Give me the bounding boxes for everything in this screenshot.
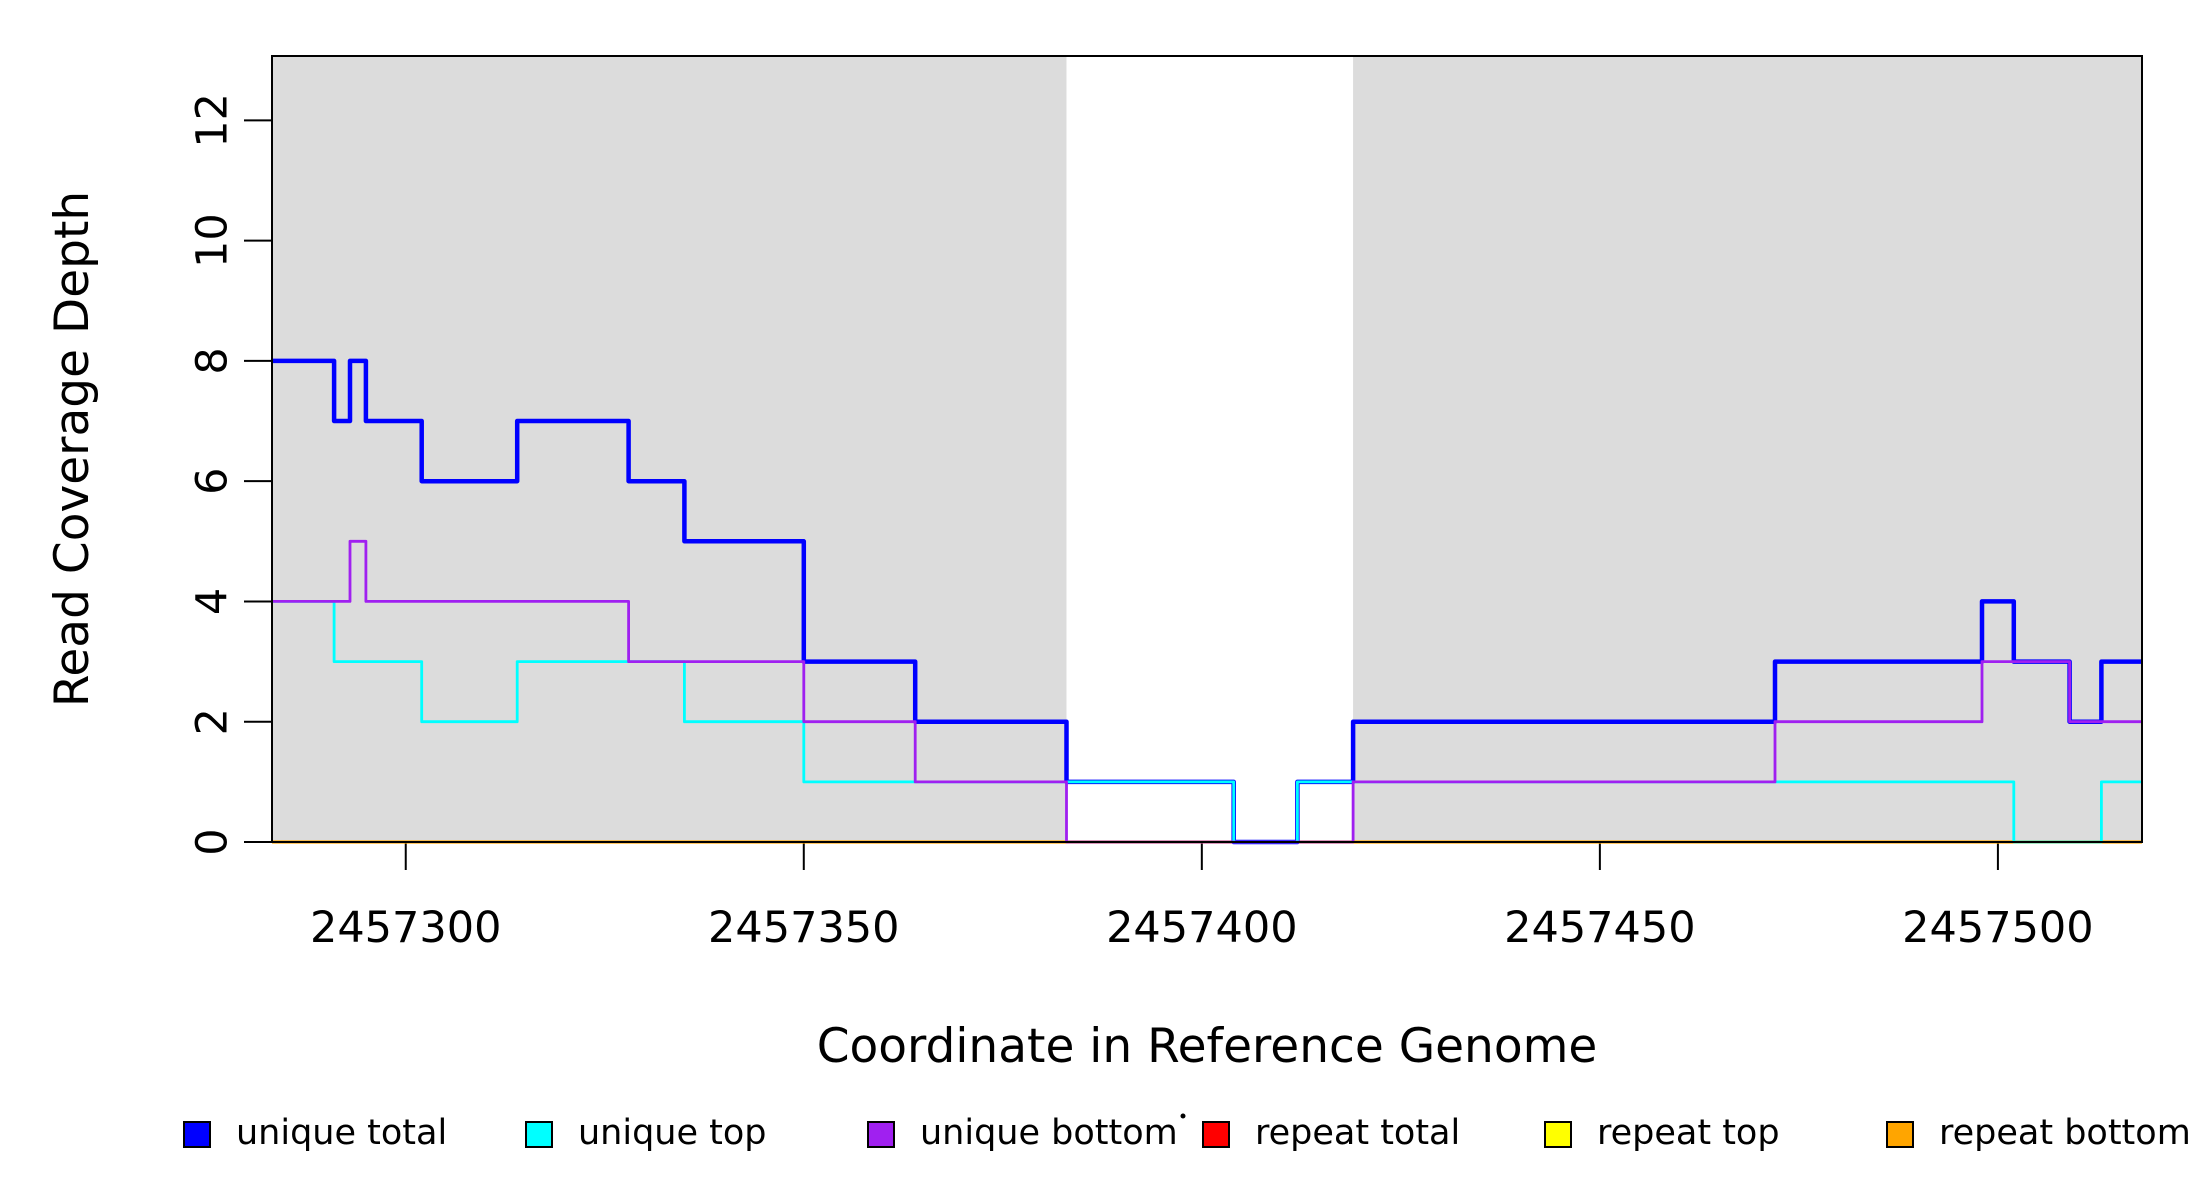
legend-label-unique-top: unique top — [578, 1113, 767, 1153]
axes: 2457300 2457350 2457400 2457450 2457500 0 2 4 6 8… — [188, 93, 2094, 953]
x-axis-tick-label-2457400: 2457400 — [1106, 903, 1298, 953]
series-line-unique-total — [272, 358, 2142, 845]
legend: unique total unique top unique bottom repea… — [183, 1113, 2191, 1153]
plot-border — [271, 55, 2143, 843]
legend-item-repeat-top: repeat top — [1544, 1113, 1780, 1153]
y-axis-tick-label-8: 8 — [188, 347, 238, 374]
y-axis-tick-label-10: 10 — [188, 213, 238, 268]
legend-item-repeat-bottom: repeat bottom — [1886, 1113, 2191, 1153]
legend-label-unique-bottom: unique bottom — [920, 1113, 1178, 1153]
legend-swatch-repeat-bottom — [1886, 1121, 1914, 1148]
legend-label-repeat-total: repeat total — [1255, 1113, 1460, 1153]
stray-dot — [1180, 1113, 1186, 1119]
shaded-region-unique-mappability-block-left — [272, 56, 1067, 842]
legend-item-unique-bottom: unique bottom — [867, 1113, 1178, 1153]
y-axis-tick-label-0: 0 — [188, 828, 238, 855]
x-axis-tick-label-2457300: 2457300 — [310, 903, 502, 953]
series-line-unique-bottom — [272, 539, 2142, 844]
series-line-unique-top — [272, 600, 2142, 844]
legend-swatch-repeat-total — [1202, 1121, 1230, 1148]
legend-item-repeat-total: repeat total — [1202, 1113, 1460, 1153]
x-axis-tick-label-2457450: 2457450 — [1504, 903, 1696, 953]
y-axis-tick-label-12: 12 — [188, 93, 238, 148]
legend-item-unique-total: unique total — [183, 1113, 447, 1153]
legend-label-repeat-top: repeat top — [1597, 1113, 1780, 1153]
legend-label-repeat-bottom: repeat bottom — [1939, 1113, 2191, 1153]
legend-swatch-repeat-top — [1544, 1121, 1572, 1148]
x-axis-tick-label-2457500: 2457500 — [1902, 903, 2094, 953]
legend-swatch-unique-total — [183, 1121, 211, 1148]
legend-swatch-unique-top — [525, 1121, 553, 1148]
x-axis-title: Coordinate in Reference Genome — [817, 1019, 1598, 1074]
y-axis-tick-label-4: 4 — [188, 588, 238, 615]
y-axis-title: Read Coverage Depth — [45, 191, 100, 707]
legend-swatch-unique-bottom — [867, 1121, 895, 1148]
shaded-region-unique-mappability-block-right — [1353, 56, 2142, 842]
x-axis-tick-label-2457350: 2457350 — [708, 903, 900, 953]
y-axis-tick-label-2: 2 — [188, 708, 238, 735]
y-axis-tick-label-6: 6 — [188, 467, 238, 494]
legend-label-unique-total: unique total — [236, 1113, 447, 1153]
legend-item-unique-top: unique top — [525, 1113, 767, 1153]
